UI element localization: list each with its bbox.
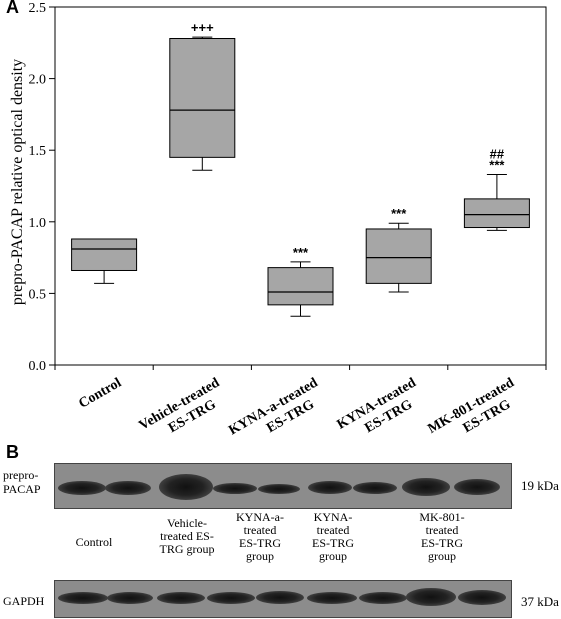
y-tick-label: 0.5 <box>29 287 47 302</box>
box-plot-group <box>169 36 236 171</box>
protein-band <box>402 478 450 496</box>
box <box>365 228 432 284</box>
panel-b-label: B <box>6 442 19 462</box>
significance-marker: *** <box>293 245 309 260</box>
blot-lane-label-line: ES-TRG <box>421 536 463 550</box>
box-plot-group <box>365 222 432 293</box>
blot-lane-label: Vehicle-treated ES- TRG group <box>150 517 224 556</box>
blot-lane-label: KYNA-treated ES-TRG group <box>300 511 366 563</box>
blot-lane-label-line: treated ES- <box>160 529 214 543</box>
protein-band <box>159 474 213 500</box>
box <box>71 238 138 271</box>
category-label: Control <box>76 375 124 411</box>
protein-band <box>58 481 106 495</box>
blot-lane-label-line: Vehicle- <box>167 516 207 530</box>
blot-lane-label-line: Control <box>75 535 113 549</box>
protein-band <box>308 481 352 494</box>
plot-frame <box>54 6 547 366</box>
blot-row1-label-line2: PACAP <box>3 482 41 496</box>
blot-lane-label-line: KYNA-a- <box>236 510 284 524</box>
blot-prepro-pacap <box>54 463 512 509</box>
blot-lane-label-line: ES-TRG <box>239 536 281 550</box>
protein-band <box>107 592 153 604</box>
blot-row2-kda: 37 kDa <box>521 594 559 609</box>
blot-lane-label-line: treated <box>425 523 459 537</box>
protein-band <box>157 592 205 604</box>
category-label-line: Control <box>76 375 124 411</box>
significance-marker: *** <box>489 158 505 173</box>
protein-band <box>58 592 108 604</box>
box-plot-group <box>267 261 334 317</box>
blot-row1-label-line1: prepro- <box>3 468 39 482</box>
blot-lane-label: KYNA-a-treated ES-TRG group <box>226 511 294 563</box>
blot-lane-label-line: MK-801- <box>419 510 465 524</box>
y-tick-label: 0.0 <box>29 359 47 374</box>
y-axis-label: prepro-PACAP relative optical density <box>9 59 26 305</box>
blot-row1-label: prepro- PACAP <box>3 468 41 496</box>
protein-band <box>359 592 407 604</box>
blot-lane-label-line: KYNA- <box>313 510 353 524</box>
protein-band <box>458 590 506 605</box>
blot-row1-kda: 19 kDa <box>521 478 559 493</box>
panel-a-label: A <box>6 0 19 17</box>
significance-marker: *** <box>391 206 407 221</box>
blot-lane-label-line: treated <box>316 523 350 537</box>
y-tick-label: 2.0 <box>29 73 47 88</box>
protein-band <box>258 484 300 494</box>
box <box>169 38 236 158</box>
blot-lane-label-line: TRG group <box>159 542 215 556</box>
blot-gapdh <box>54 580 512 618</box>
blot-lane-label-line: group <box>246 549 274 563</box>
blot-lane-label-line: treated <box>243 523 277 537</box>
y-tick-label: 1.5 <box>29 144 47 159</box>
significance-marker: +++ <box>191 20 214 35</box>
significance-marker: ## <box>490 147 505 162</box>
y-tick-label: 2.5 <box>29 1 47 16</box>
blot-row2-label: GAPDH <box>3 594 45 608</box>
box-plot-group <box>463 174 530 231</box>
blot-lane-label: MK-801- treated ES-TRG group <box>402 511 482 563</box>
protein-band <box>256 591 304 604</box>
y-tick-label: 1.0 <box>29 216 47 231</box>
box-plot-chart: 0.0 0.5 1.0 1.5 2.0 2.5 Control Vehicle-treated… <box>9 1 547 438</box>
box <box>463 198 530 229</box>
protein-band <box>307 592 357 604</box>
blot-lane-label-line: ES-TRG <box>312 536 354 550</box>
protein-band <box>406 588 456 606</box>
protein-band <box>213 483 257 494</box>
blot-lane-label-line: group <box>428 549 456 563</box>
protein-band <box>454 479 500 495</box>
blot-lane-label: Control <box>62 536 126 549</box>
box <box>267 267 334 306</box>
protein-band <box>105 481 151 495</box>
box-plot-group <box>71 238 138 284</box>
blot-lane-label-line: group <box>319 549 347 563</box>
protein-band <box>353 482 397 494</box>
protein-band <box>207 592 255 604</box>
